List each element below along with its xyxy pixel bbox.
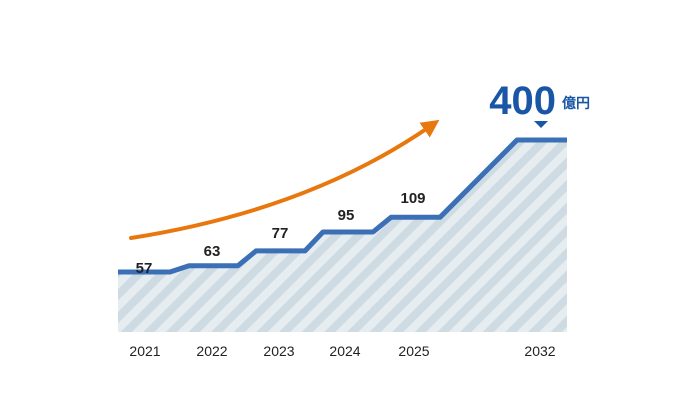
data-label: 95 xyxy=(338,207,355,224)
highlight-unit: 億円 xyxy=(562,95,590,112)
highlight-callout: 400 億円 xyxy=(489,79,590,128)
x-tick-label: 2024 xyxy=(329,343,360,359)
highlight-value: 400 xyxy=(489,79,556,123)
x-tick-label: 2023 xyxy=(263,343,294,359)
step-line xyxy=(118,137,567,275)
data-label: 77 xyxy=(272,225,289,242)
highlight-pointer xyxy=(534,121,548,128)
data-label: 63 xyxy=(204,243,221,260)
data-label: 109 xyxy=(400,190,425,207)
x-tick-label: 2025 xyxy=(398,343,429,359)
trend-arrow xyxy=(129,119,440,240)
x-tick-label: 2022 xyxy=(196,343,227,359)
x-tick-label: 2032 xyxy=(524,343,555,359)
x-tick-label: 2021 xyxy=(129,343,160,359)
area-fill xyxy=(118,140,567,332)
data-label: 57 xyxy=(136,260,153,277)
